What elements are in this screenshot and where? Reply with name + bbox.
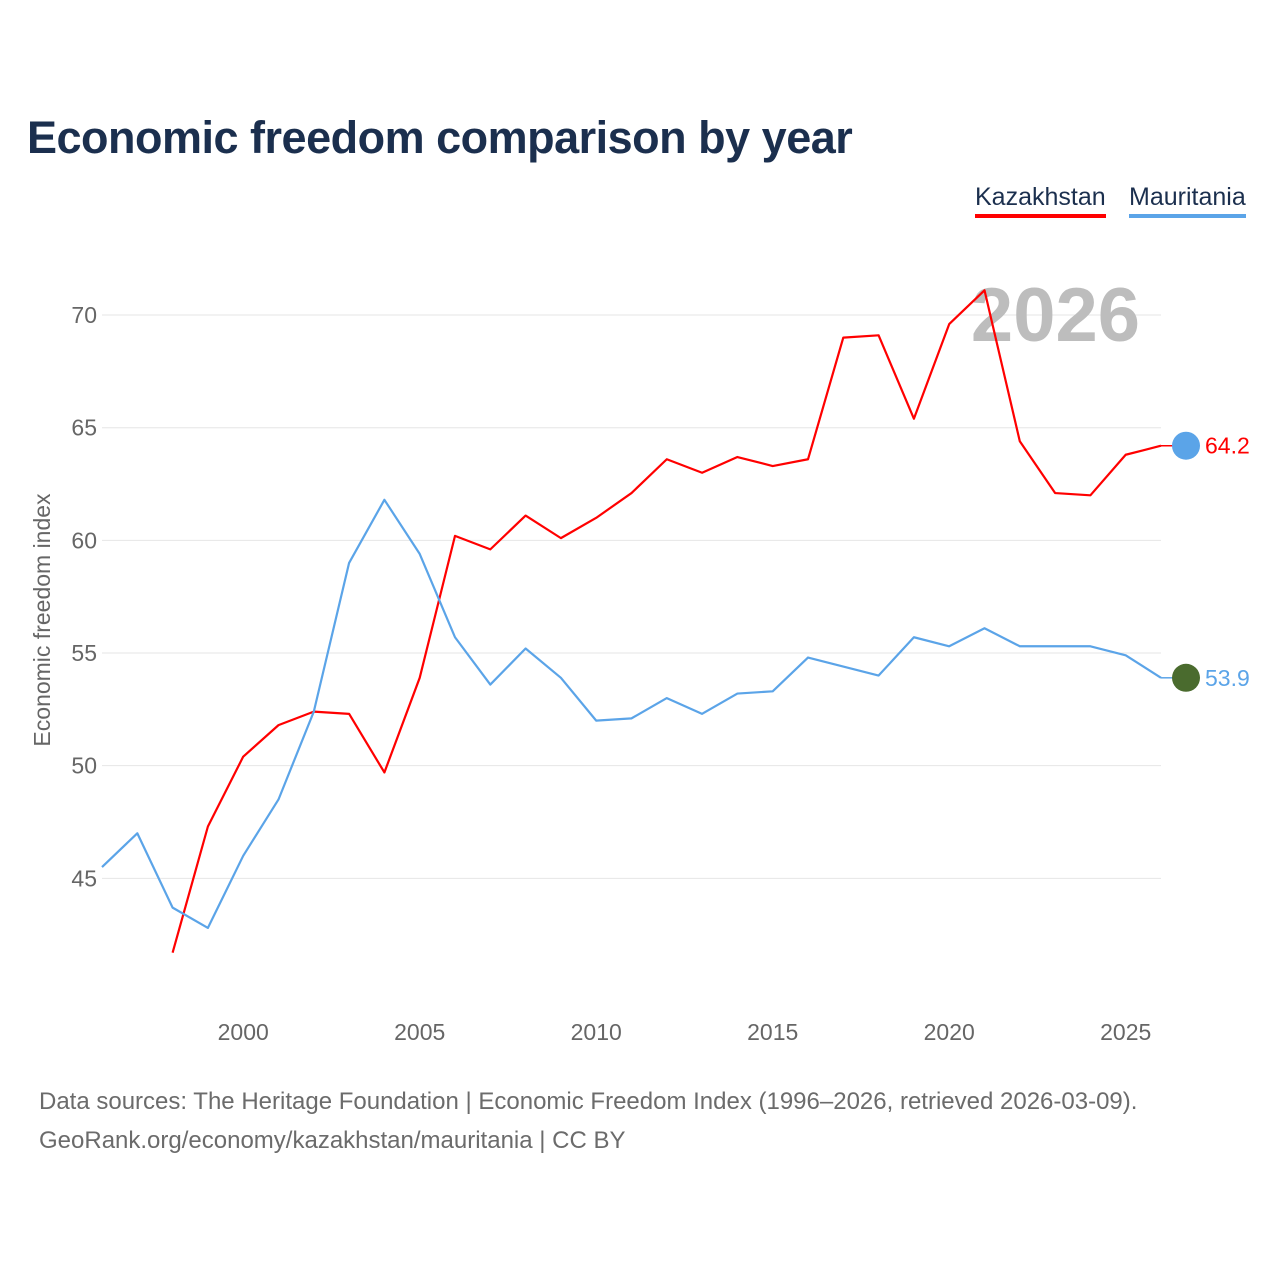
legend-kazakhstan[interactable]: Kazakhstan bbox=[975, 183, 1106, 218]
data-point bbox=[629, 715, 635, 721]
data-point bbox=[876, 332, 882, 338]
data-point bbox=[205, 925, 211, 931]
y-tick-label: 45 bbox=[71, 865, 97, 891]
data-point bbox=[170, 905, 176, 911]
x-tick-label: 2010 bbox=[571, 1019, 622, 1045]
data-point bbox=[134, 830, 140, 836]
data-point bbox=[276, 796, 282, 802]
data-point bbox=[982, 287, 988, 293]
data-point bbox=[1017, 438, 1023, 444]
data-point bbox=[876, 673, 882, 679]
data-point bbox=[381, 497, 387, 503]
data-point bbox=[240, 853, 246, 859]
data-point bbox=[770, 463, 776, 469]
data-point bbox=[346, 711, 352, 717]
y-tick-label: 55 bbox=[71, 640, 97, 666]
data-point bbox=[558, 535, 564, 541]
data-point bbox=[911, 634, 917, 640]
y-tick-label: 70 bbox=[71, 302, 97, 328]
data-point bbox=[805, 655, 811, 661]
end-value-label: 53.9 bbox=[1205, 665, 1250, 691]
data-point bbox=[523, 513, 529, 519]
series-line-kazakhstan bbox=[171, 289, 1162, 953]
series-line-mauritania bbox=[101, 498, 1162, 930]
data-point bbox=[523, 646, 529, 652]
data-point bbox=[170, 950, 176, 956]
data-point bbox=[276, 722, 282, 728]
data-point bbox=[487, 682, 493, 688]
data-point bbox=[558, 675, 564, 681]
flag-marker-kazakhstan bbox=[1172, 431, 1200, 460]
x-tick-label: 2015 bbox=[747, 1019, 798, 1045]
data-point bbox=[1087, 492, 1093, 498]
data-point bbox=[770, 688, 776, 694]
data-point bbox=[664, 695, 670, 701]
data-point bbox=[99, 864, 105, 870]
data-point bbox=[699, 711, 705, 717]
data-point bbox=[593, 718, 599, 724]
data-point bbox=[1087, 643, 1093, 649]
data-point bbox=[487, 546, 493, 552]
data-point bbox=[417, 675, 423, 681]
data-point bbox=[240, 754, 246, 760]
footer-credit[interactable]: GeoRank.org/economy/kazakhstan/mauritani… bbox=[39, 1127, 626, 1154]
data-point bbox=[840, 335, 846, 341]
data-point bbox=[664, 456, 670, 462]
chart-title: Economic freedom comparison by year bbox=[27, 112, 853, 163]
data-point bbox=[805, 456, 811, 462]
data-point bbox=[629, 490, 635, 496]
data-point bbox=[734, 454, 740, 460]
x-tick-label: 2000 bbox=[218, 1019, 269, 1045]
legend-mauritania[interactable]: Mauritania bbox=[1129, 183, 1246, 218]
x-tick-label: 2005 bbox=[394, 1019, 445, 1045]
data-point bbox=[1017, 643, 1023, 649]
y-axis-label: Economic freedom index bbox=[29, 493, 55, 747]
data-point bbox=[1052, 643, 1058, 649]
data-point bbox=[982, 625, 988, 631]
data-point bbox=[946, 643, 952, 649]
data-point bbox=[1123, 452, 1129, 458]
data-point bbox=[946, 321, 952, 327]
footer-sources: Data sources: The Heritage Foundation | … bbox=[39, 1088, 1138, 1115]
data-point bbox=[593, 515, 599, 521]
data-point bbox=[205, 824, 211, 830]
y-tick-label: 60 bbox=[71, 527, 97, 553]
data-point bbox=[346, 560, 352, 566]
data-point bbox=[911, 416, 917, 422]
x-tick-label: 2025 bbox=[1100, 1019, 1151, 1045]
data-point bbox=[417, 551, 423, 557]
data-point bbox=[840, 664, 846, 670]
end-value-label: 64.2 bbox=[1205, 433, 1250, 459]
data-point bbox=[452, 533, 458, 539]
y-tick-label: 50 bbox=[71, 753, 97, 779]
data-point bbox=[1123, 652, 1129, 658]
data-point bbox=[311, 709, 317, 715]
y-tick-label: 65 bbox=[71, 415, 97, 441]
data-point bbox=[381, 769, 387, 775]
year-watermark: 2026 bbox=[971, 273, 1140, 358]
data-point bbox=[1052, 490, 1058, 496]
data-point bbox=[734, 691, 740, 697]
flag-marker-mauritania bbox=[1172, 663, 1200, 692]
x-tick-label: 2020 bbox=[924, 1019, 975, 1045]
data-point bbox=[452, 634, 458, 640]
data-point bbox=[699, 470, 705, 476]
